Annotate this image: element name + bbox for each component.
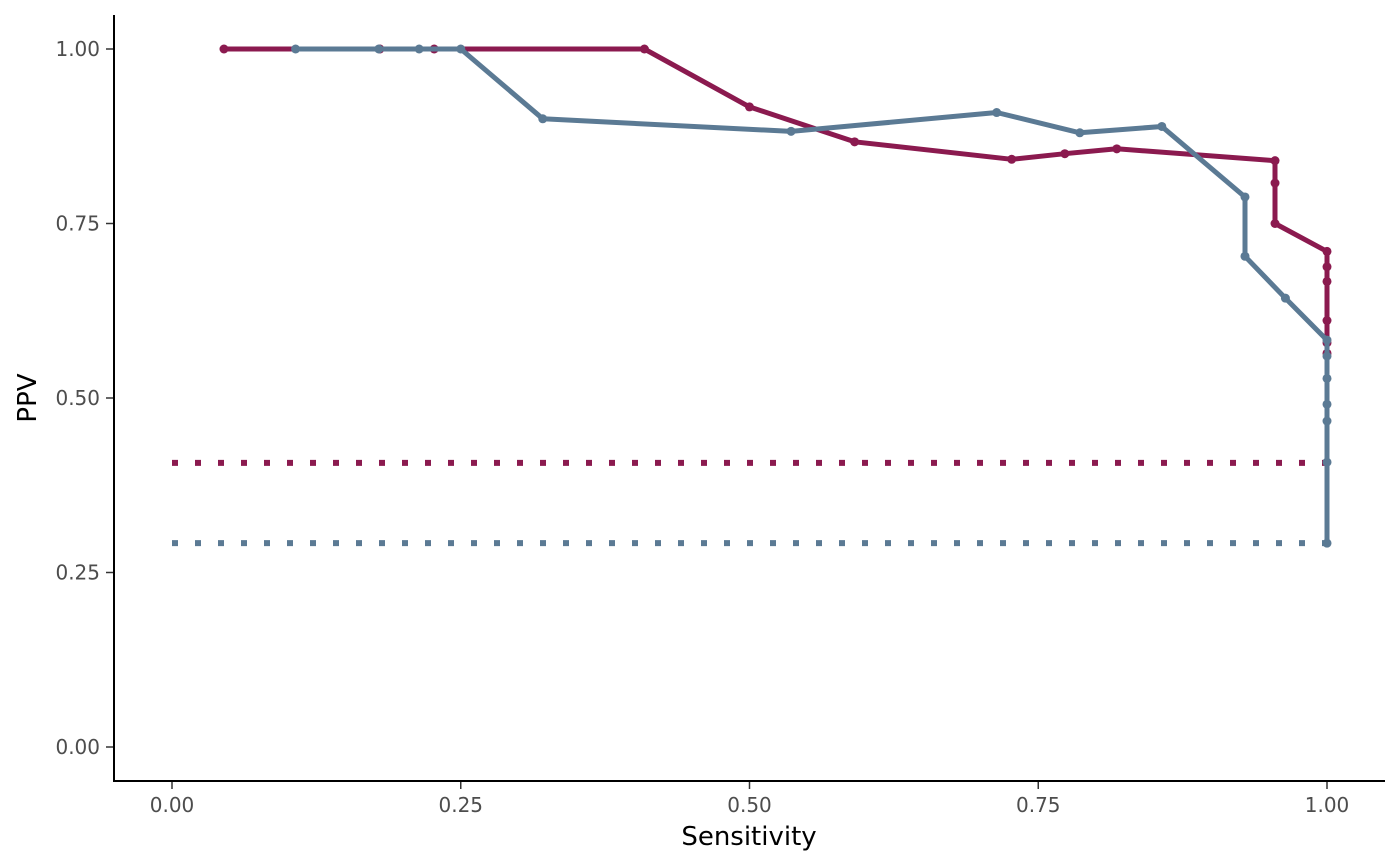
series-point bbox=[1270, 178, 1280, 188]
series-point bbox=[1322, 351, 1332, 361]
series-point bbox=[1240, 192, 1250, 202]
series-point bbox=[1322, 316, 1332, 326]
series-point bbox=[1322, 457, 1332, 467]
series-point bbox=[1112, 144, 1122, 154]
baselines-layer bbox=[172, 459, 1327, 547]
series-point bbox=[538, 114, 548, 124]
x-axis-title: Sensitivity bbox=[681, 822, 816, 852]
y-ticks: 0.00 0.25 0.50 0.75 1.00 bbox=[55, 37, 113, 759]
series-1 bbox=[219, 44, 1332, 358]
y-tick-label: 0.75 bbox=[55, 212, 100, 236]
series-point bbox=[1322, 373, 1332, 383]
x-tick-label: 0.50 bbox=[727, 793, 772, 817]
series-point bbox=[639, 44, 649, 54]
x-tick-label: 0.75 bbox=[1016, 793, 1061, 817]
series-layer bbox=[219, 44, 1332, 548]
series-point bbox=[1322, 399, 1332, 409]
series-point bbox=[1157, 121, 1167, 131]
series-point bbox=[1322, 335, 1332, 345]
series-point bbox=[1240, 251, 1250, 261]
series-point bbox=[745, 102, 754, 112]
axes-layer bbox=[113, 15, 1385, 782]
series-point bbox=[1270, 156, 1280, 166]
y-tick-label: 1.00 bbox=[55, 37, 100, 61]
series-point bbox=[1270, 219, 1280, 228]
series-point bbox=[1322, 246, 1332, 256]
series-point bbox=[1322, 538, 1332, 548]
series-point bbox=[374, 44, 384, 54]
series-point bbox=[456, 44, 466, 54]
series-point bbox=[1322, 262, 1332, 272]
y-axis-title: PPV bbox=[13, 373, 43, 422]
x-tick-label: 1.00 bbox=[1305, 793, 1350, 817]
series-point bbox=[992, 108, 1002, 118]
series-point bbox=[1280, 293, 1290, 303]
x-ticks: 0.00 0.25 0.50 0.75 1.00 bbox=[150, 782, 1350, 817]
x-tick-label: 0.00 bbox=[150, 793, 195, 817]
series-point bbox=[1322, 276, 1332, 286]
series-point bbox=[786, 126, 796, 136]
series-point bbox=[291, 44, 301, 54]
x-tick-label: 0.25 bbox=[438, 793, 483, 817]
y-tick-label: 0.00 bbox=[55, 735, 100, 759]
series-point bbox=[414, 44, 424, 54]
y-tick-label: 0.25 bbox=[55, 561, 100, 585]
series-point bbox=[219, 44, 229, 54]
series-point bbox=[1060, 149, 1070, 159]
y-tick-label: 0.50 bbox=[55, 386, 100, 410]
series-line-1 bbox=[221, 46, 1330, 356]
series-point bbox=[850, 137, 860, 147]
series-line-2 bbox=[293, 46, 1330, 546]
series-point bbox=[1007, 154, 1017, 164]
series-point bbox=[1322, 416, 1332, 426]
series-2 bbox=[291, 44, 1332, 548]
series-point bbox=[1075, 128, 1085, 138]
